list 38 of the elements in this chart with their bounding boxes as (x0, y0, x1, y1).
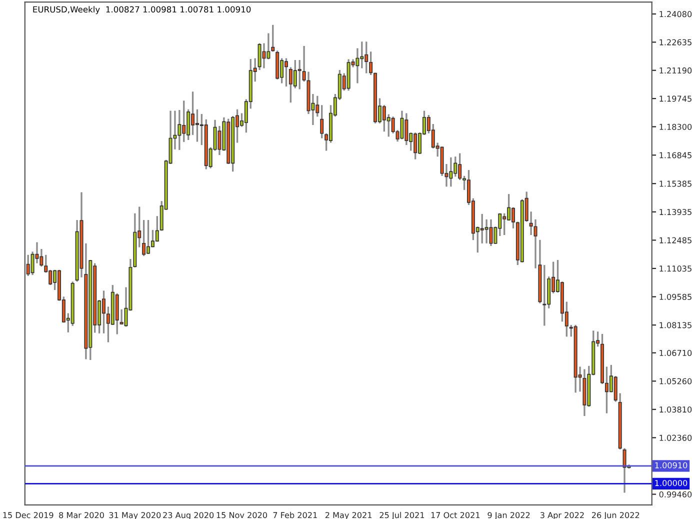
x-tick-label: 17 Oct 2021 (431, 512, 480, 518)
candlestick (489, 218, 493, 247)
y-tick-label: 1.11035 (660, 266, 692, 272)
y-tick-label: 1.19745 (660, 96, 692, 102)
ref-line-label: 1.00000 (655, 480, 688, 486)
candlestick (258, 42, 262, 71)
candlestick (511, 206, 516, 230)
x-tick-label: 15 Dec 2019 (3, 512, 54, 518)
candlestick (356, 47, 360, 84)
candlestick (262, 42, 266, 70)
y-tick-label: 1.18300 (660, 124, 692, 130)
y-tick-label: 1.08135 (660, 322, 692, 328)
x-tick-label: 7 Feb 2021 (273, 512, 317, 518)
candlestick (218, 125, 222, 156)
candlestick (284, 57, 288, 88)
y-tick-label: 1.12485 (660, 237, 692, 244)
y-tick-label: 1.22635 (660, 39, 692, 46)
chart-title: EURUSD,Weekly 1.00827 1.00981 1.00781 1.00910 (33, 6, 251, 14)
y-tick-label: 1.24080 (660, 11, 692, 18)
y-tick-label: 1.09585 (660, 294, 692, 300)
candlestick (369, 50, 373, 76)
candlestick (320, 104, 324, 140)
y-tick-label: 1.16845 (660, 152, 692, 158)
y-tick-label: 1.15385 (660, 180, 692, 187)
y-tick-label: 1.21190 (660, 67, 692, 74)
y-tick-label: 1.06710 (660, 350, 692, 356)
candlestick (142, 219, 146, 257)
y-tick-label: 1.05260 (660, 378, 692, 384)
y-tick-label: 0.99460 (659, 491, 692, 498)
candlestick (542, 264, 546, 327)
candlestick (400, 110, 404, 140)
y-tick-label: 1.02360 (660, 434, 692, 441)
x-tick-label: 15 Nov 2020 (216, 512, 267, 518)
y-tick-label: 1.03810 (660, 406, 692, 413)
candlestick (484, 218, 488, 244)
x-tick-label: 8 Mar 2020 (59, 512, 104, 518)
y-tick-label: 1.13935 (660, 208, 692, 216)
ref-line-label: 1.00910 (655, 462, 688, 468)
